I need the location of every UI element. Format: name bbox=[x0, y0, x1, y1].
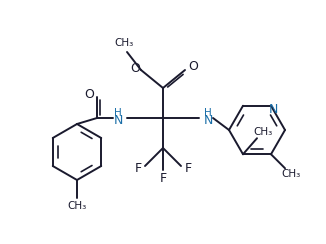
Text: H: H bbox=[204, 108, 212, 118]
Text: N: N bbox=[203, 113, 213, 126]
Text: F: F bbox=[159, 173, 167, 185]
Text: CH₃: CH₃ bbox=[114, 38, 134, 48]
Text: N: N bbox=[268, 103, 278, 116]
Text: F: F bbox=[134, 162, 141, 174]
Text: CH₃: CH₃ bbox=[281, 169, 301, 179]
Text: H: H bbox=[114, 108, 122, 118]
Text: F: F bbox=[185, 162, 192, 174]
Text: O: O bbox=[84, 88, 94, 101]
Text: O: O bbox=[188, 61, 198, 73]
Text: N: N bbox=[113, 113, 123, 126]
Text: CH₃: CH₃ bbox=[253, 127, 273, 137]
Text: O: O bbox=[130, 61, 140, 74]
Text: CH₃: CH₃ bbox=[67, 201, 87, 211]
